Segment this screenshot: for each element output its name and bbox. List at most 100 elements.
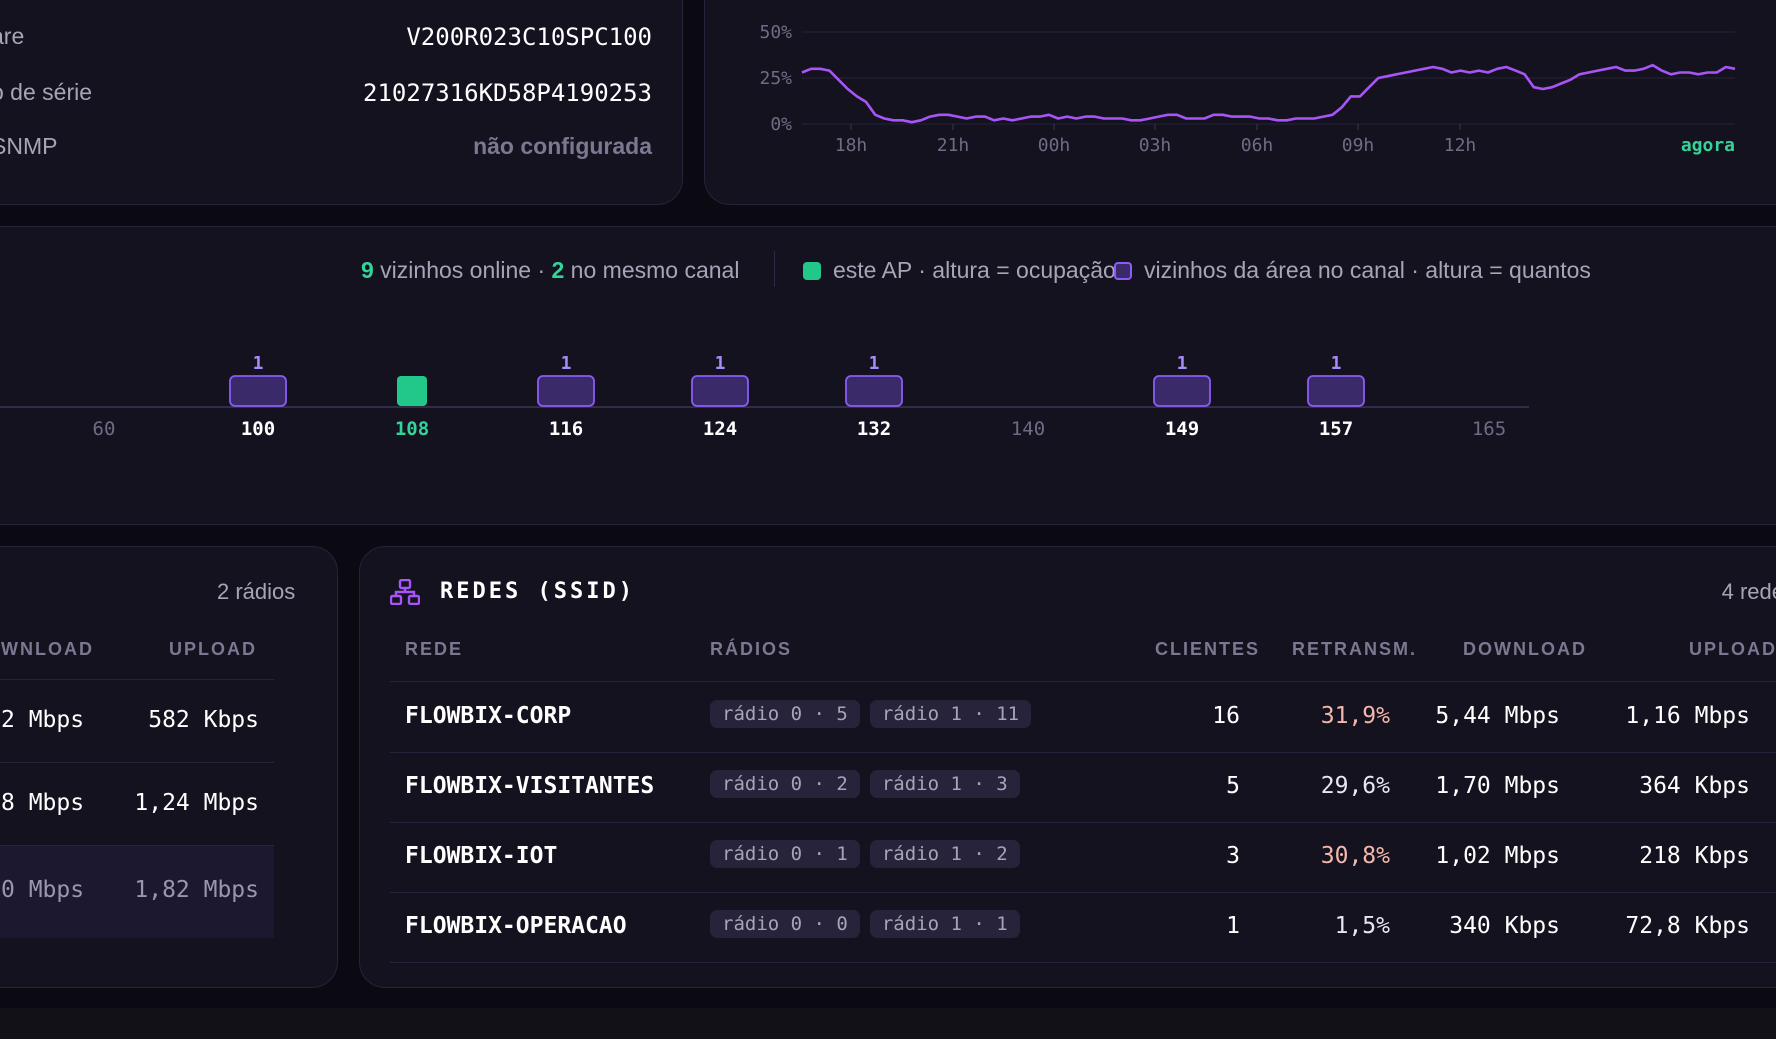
ssid-networks-card: REDES (SSID) 4 redes REDE RÁDIOS CLIENTE… — [359, 546, 1776, 988]
table-row[interactable]: FLOWBIX-CORP rádio 0 · 5 rádio 1 · 11 16 … — [390, 682, 1776, 752]
channel-label: 149 — [1165, 418, 1199, 440]
ssid-name: FLOWBIX-VISITANTES — [405, 773, 655, 799]
device-info-card: are V200R023C10SPC100 o de série 2102731… — [0, 0, 683, 205]
x-tick-label: 09h — [1342, 135, 1375, 156]
table-row[interactable]: FLOWBIX-OPERACAO rádio 0 · 0 rádio 1 · 1 … — [390, 892, 1776, 962]
ssid-upload: 364 Kbps — [1639, 773, 1750, 799]
same-channel-text: no mesmo canal — [564, 257, 740, 283]
channel-label: 165 — [1472, 418, 1506, 440]
col-header-upload[interactable]: UPLOAD — [1689, 639, 1776, 659]
table-row[interactable]: 8 Mbps 1,24 Mbps — [0, 763, 274, 845]
this-ap-bar[interactable] — [397, 376, 427, 406]
online-text: vizinhos online · — [373, 257, 552, 283]
usage-line-chart: 50% 25% 0% 18h 21h 00h 03h 06h 09h 12h agora — [759, 22, 1736, 156]
neighbors-summary: 9 vizinhos online · 2 no mesmo canal — [361, 257, 739, 284]
clients-count: 16 — [1212, 703, 1240, 729]
usage-series-line — [801, 63, 1736, 124]
neighbor-bar[interactable] — [229, 375, 287, 407]
neighbor-count-label: 1 — [1177, 353, 1188, 374]
clients-count: 1 — [1226, 913, 1240, 939]
neighbor-bar[interactable] — [537, 375, 595, 407]
ssid-download: 1,02 Mbps — [1435, 843, 1560, 869]
x-tick-label: 12h — [1444, 135, 1477, 156]
col-header-download[interactable]: DOWNLOAD — [1463, 639, 1587, 659]
col-header-radios[interactable]: RÁDIOS — [710, 639, 793, 659]
col-header-upload: UPLOAD — [169, 639, 257, 659]
ssid-name: FLOWBIX-IOT — [405, 843, 558, 869]
radio-chip: rádio 1 · 1 — [869, 910, 1020, 938]
radio-chip: rádio 0 · 1 — [710, 840, 860, 868]
neighbor-count-label: 1 — [561, 353, 572, 374]
channel-bar-chart: 60 1 100 108 1 116 1 124 1 132 140 1 149 1 157 165 — [0, 353, 1529, 440]
neighbor-bar[interactable] — [845, 375, 903, 407]
radio-download: 0 Mbps — [1, 877, 85, 903]
retransm-rate: 29,6% — [1320, 773, 1390, 799]
ssid-section-title: REDES (SSID) — [440, 579, 635, 604]
neighbor-bar[interactable] — [1153, 375, 1211, 407]
neighbor-count-label: 1 — [1331, 353, 1342, 374]
row-divider — [0, 845, 274, 846]
channel-label: 140 — [1011, 418, 1045, 440]
clients-count: 3 — [1226, 843, 1240, 869]
col-header-rede[interactable]: REDE — [405, 639, 464, 659]
radio-download: 2 Mbps — [1, 707, 85, 733]
ssid-name: FLOWBIX-OPERACAO — [405, 913, 627, 939]
channel-label: 60 — [93, 418, 116, 440]
row-divider — [390, 962, 1776, 963]
table-row[interactable]: 2 Mbps 582 Kbps — [0, 680, 274, 762]
clients-count: 5 — [1226, 773, 1240, 799]
radio-upload: 1,24 Mbps — [134, 790, 259, 816]
col-header-retransm[interactable]: RETRANSM. — [1292, 639, 1417, 659]
ssid-count: 4 redes — [1721, 579, 1776, 604]
radio-upload: 582 Kbps — [148, 707, 259, 733]
row-divider — [390, 892, 1776, 893]
header-divider — [390, 681, 1776, 682]
x-tick-label: 00h — [1038, 135, 1071, 156]
radio-chip: rádio 0 · 2 — [710, 770, 860, 798]
channel-label: 124 — [703, 418, 737, 440]
radio-chips: rádio 0 · 1 rádio 1 · 2 — [710, 840, 1030, 868]
radio-chip: rádio 0 · 5 — [710, 700, 860, 728]
radio-chips: rádio 0 · 5 rádio 1 · 11 — [710, 700, 1041, 728]
neighbor-count-label: 1 — [869, 353, 880, 374]
ssid-download: 5,44 Mbps — [1435, 703, 1560, 729]
info-label: are — [0, 23, 25, 49]
firmware-value: V200R023C10SPC100 — [406, 23, 652, 51]
channel-label: 116 — [549, 418, 583, 440]
neighbor-bar[interactable] — [691, 375, 749, 407]
y-tick-label: 50% — [759, 22, 792, 43]
ssid-upload: 218 Kbps — [1639, 843, 1750, 869]
ssid-download: 340 Kbps — [1449, 913, 1560, 939]
x-tick-label: 06h — [1241, 135, 1274, 156]
radios-card: 2 rádios WNLOAD UPLOAD 2 Mbps 582 Kbps 8… — [0, 546, 338, 988]
legend-neighbors-label: vizinhos da área no canal · altura = qua… — [1144, 257, 1591, 283]
y-tick-label: 0% — [770, 114, 792, 135]
x-tick-label: 03h — [1139, 135, 1172, 156]
neighbor-bar[interactable] — [1307, 375, 1365, 407]
info-label: SNMP — [0, 133, 58, 159]
retransm-rate: 30,8% — [1320, 843, 1390, 869]
legend-neighbors: vizinhos da área no canal · altura = qua… — [1114, 257, 1591, 284]
network-icon — [389, 578, 421, 610]
col-header-clientes[interactable]: CLIENTES — [1154, 639, 1260, 659]
table-row[interactable]: FLOWBIX-VISITANTES rádio 0 · 2 rádio 1 · … — [390, 752, 1776, 822]
x-tick-label: 21h — [937, 135, 970, 156]
table-row[interactable]: FLOWBIX-IOT rádio 0 · 1 rádio 1 · 2 3 30,… — [390, 822, 1776, 892]
radio-chip: rádio 1 · 2 — [869, 840, 1020, 868]
x-tick-label: 18h — [835, 135, 868, 156]
channel-occupancy-card: 9 vizinhos online · 2 no mesmo canal est… — [0, 226, 1776, 525]
ssid-upload: 1,16 Mbps — [1625, 703, 1750, 729]
row-divider — [390, 752, 1776, 753]
radio-chips: rádio 0 · 0 rádio 1 · 1 — [710, 910, 1030, 938]
col-header-download: WNLOAD — [1, 639, 94, 659]
table-row-highlighted[interactable]: 0 Mbps 1,82 Mbps — [0, 846, 274, 938]
retransm-rate: 1,5% — [1334, 913, 1390, 939]
neighbor-count-label: 1 — [253, 353, 264, 374]
x-tick-label-now: agora — [1681, 135, 1735, 156]
neighbor-count-label: 1 — [715, 353, 726, 374]
radios-count: 2 rádios — [217, 579, 296, 604]
row-divider — [390, 822, 1776, 823]
legend-ap-label: este AP · altura = ocupação — [833, 257, 1116, 283]
channel-label: 132 — [857, 418, 891, 440]
serial-value: 21027316KD58P4190253 — [363, 79, 652, 107]
